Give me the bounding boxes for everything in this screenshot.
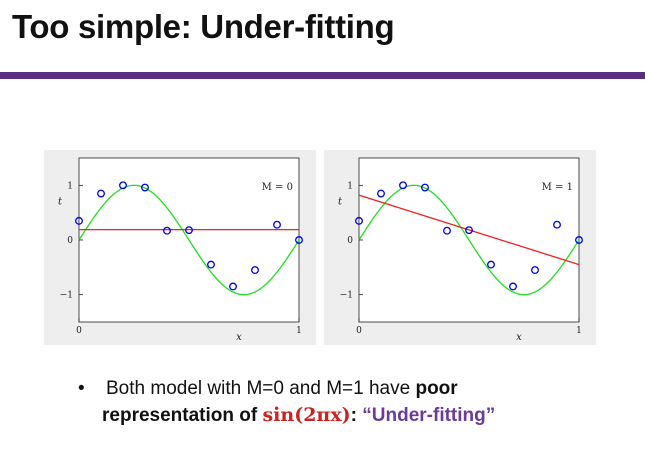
chart1-data-point	[575, 236, 583, 244]
chart0-data-point	[295, 236, 303, 244]
chart1-data-point	[421, 183, 429, 192]
chart1-x-tick-label: 1	[576, 326, 582, 336]
title-divider	[0, 72, 645, 79]
plot-m1: 1 0 −1 0 1 x t M = 1	[324, 150, 596, 345]
chart1-data-point	[553, 220, 561, 229]
chart0-data-point	[75, 216, 83, 225]
chart1-data-point	[443, 226, 451, 235]
chart1-x-tick-label: 0	[356, 326, 362, 336]
bullet-line-1: Both model with M=0 and M=1 have poor	[106, 376, 458, 402]
chart0-model-order-label: M = 0	[262, 182, 293, 193]
plot-m0: 1 0 −1 0 1 x t M = 0	[44, 150, 316, 345]
chart0-data-point	[185, 226, 193, 235]
chart1-sine-curve	[358, 184, 580, 296]
chart1-model-order-label: M = 1	[542, 182, 573, 193]
chart0-sine-curve	[78, 184, 300, 296]
chart0-x-tick-label: 1	[296, 326, 302, 336]
chart1-data-point	[465, 226, 473, 235]
bullet-line-1-emphasis: poor	[415, 378, 458, 399]
bullet-line-1-text: Both model with M=0 and M=1 have	[106, 378, 416, 399]
chart1-x-axis-label: x	[516, 332, 522, 343]
under-fitting-quote: “Under-fitting”	[362, 405, 496, 426]
chart1-fit-line	[358, 194, 580, 266]
chart1-y-tick-label: −1	[340, 291, 353, 301]
chart1-data-point	[531, 266, 539, 275]
chart1-data-point	[509, 282, 517, 291]
chart1-data-point	[399, 181, 407, 190]
chart1-y-tick-label: 0	[347, 236, 353, 246]
bullet-line-2: representation of sin(2πx): “Under-fitti…	[102, 402, 495, 429]
plot-m0-svg: 1 0 −1 0 1 x t M = 0	[58, 157, 303, 343]
chart0-y-tick-label: 0	[67, 236, 73, 246]
plot-m1-svg: 1 0 −1 0 1 x t M = 1	[338, 157, 583, 343]
chart0-y-tick-label: −1	[60, 291, 73, 301]
chart0-data-point	[141, 183, 149, 192]
bullet-symbol: •	[78, 378, 85, 399]
bullet-colon: :	[350, 405, 363, 426]
chart1-data-point	[355, 216, 363, 225]
chart1-data-point	[487, 260, 495, 269]
chart0-x-axis-label: x	[236, 332, 242, 343]
chart1-y-tick-label: 1	[347, 181, 353, 191]
chart0-data-point	[273, 220, 281, 229]
bullet-line-2-text: representation of	[102, 405, 263, 426]
chart0-data-point	[207, 260, 215, 269]
chart1-data-point	[377, 189, 385, 198]
chart0-y-tick-label: 1	[67, 181, 73, 191]
chart0-data-point	[119, 181, 127, 190]
chart0-data-point	[163, 226, 171, 235]
chart0-data-point	[97, 189, 105, 198]
slide-title: Too simple: Under-fitting	[12, 8, 395, 45]
chart0-x-tick-label: 0	[76, 326, 82, 336]
math-expression: sin(2πx)	[262, 404, 351, 426]
chart0-data-point	[251, 266, 259, 275]
chart0-data-point	[229, 282, 237, 291]
chart1-y-axis-label: t	[338, 196, 343, 207]
chart0-y-axis-label: t	[58, 196, 63, 207]
